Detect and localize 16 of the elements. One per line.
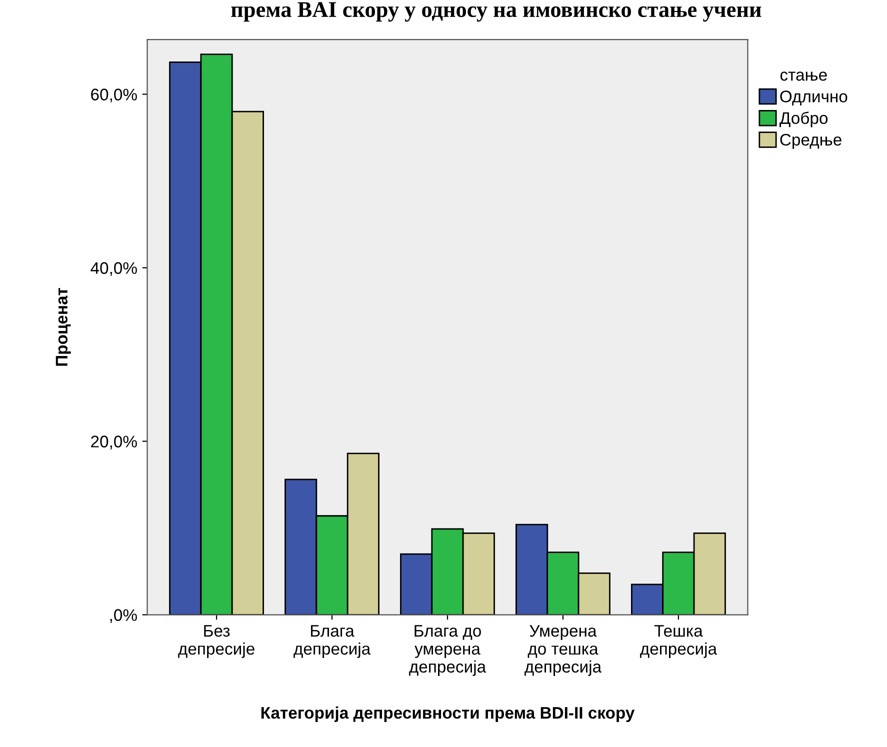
chart-title: према BAI скору у односу на имовинско стање учени bbox=[231, 2, 762, 22]
x-tick-label: Блага до умерена депресија bbox=[409, 625, 486, 676]
y-axis-title: Проценат bbox=[56, 288, 71, 366]
x-tick-label: Без депресије bbox=[178, 625, 254, 658]
y-tick-label: 20,0% bbox=[91, 436, 137, 450]
y-tick-label: ,0% bbox=[110, 609, 137, 623]
y-tick-label: 60,0% bbox=[91, 88, 137, 102]
x-tick-label: Блага депресија bbox=[294, 625, 371, 658]
y-tick-label: 40,0% bbox=[90, 262, 137, 276]
x-tick-label: Умерена до тешка депресија bbox=[524, 625, 602, 676]
x-axis-title: Категорија депресивности према BDI-II скору bbox=[261, 706, 635, 722]
legend-label: Одлично bbox=[780, 90, 848, 106]
legend-title: стање bbox=[780, 72, 827, 81]
legend-label: Средње bbox=[780, 134, 842, 149]
x-tick-label: Тешка депресија bbox=[640, 625, 718, 658]
legend-label: Добро bbox=[780, 112, 828, 128]
